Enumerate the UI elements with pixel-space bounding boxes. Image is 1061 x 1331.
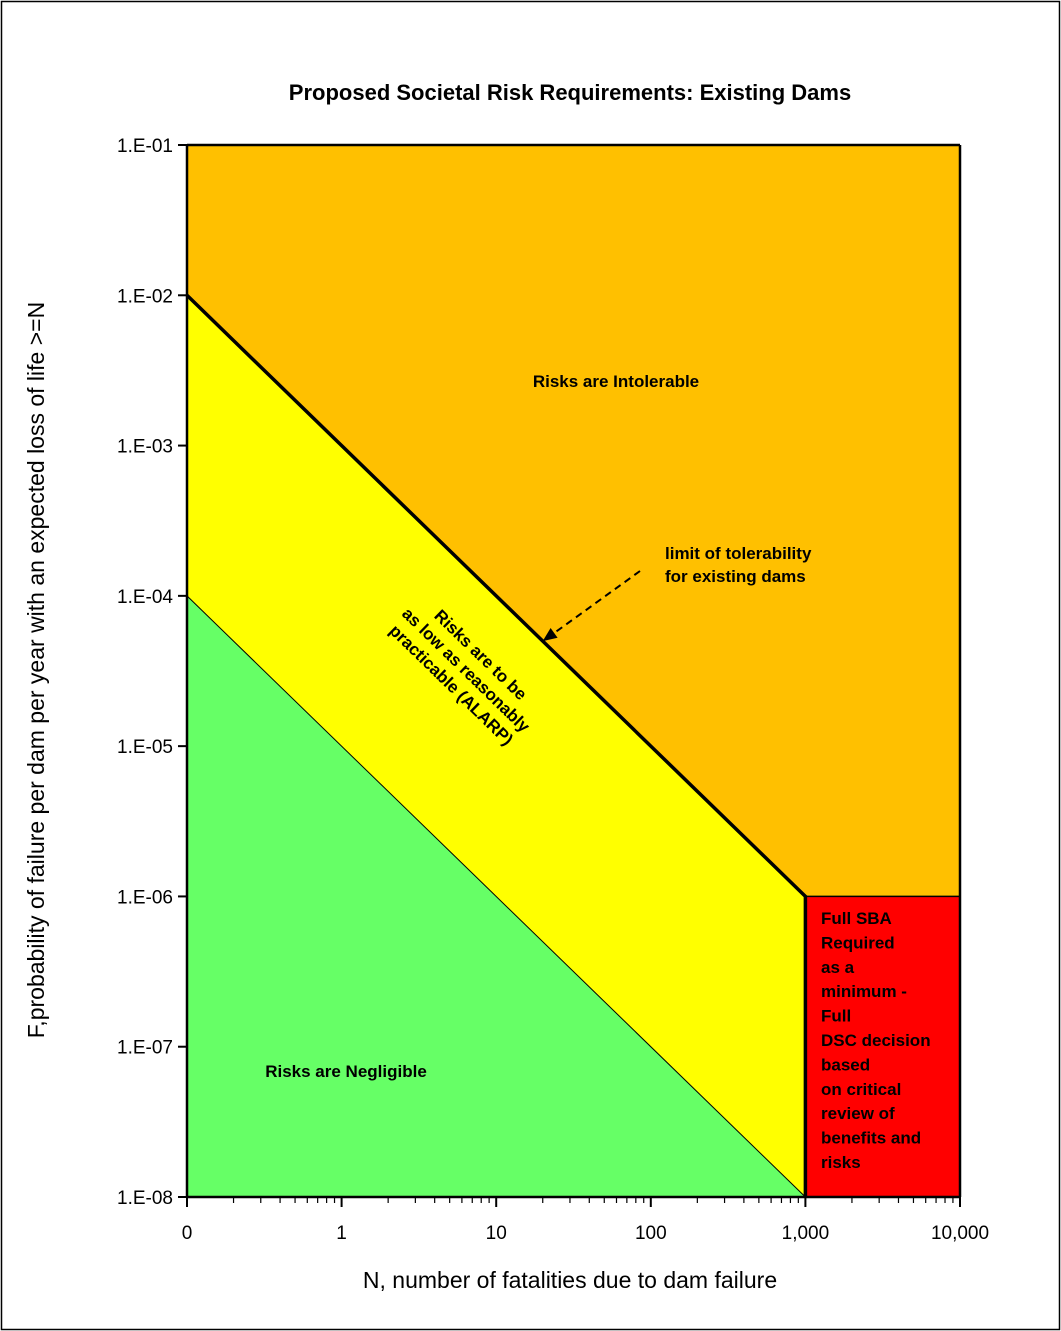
y-tick-label: 1.E-05 [117, 737, 173, 758]
full-sba-label-line: Full SBA [821, 909, 892, 928]
region-label-intolerable: Risks are Intolerable [533, 372, 699, 391]
x-tick-label: 100 [635, 1223, 667, 1244]
x-tick-label: 10 [486, 1223, 507, 1244]
y-tick-label: 1.E-06 [117, 887, 173, 908]
full-sba-label-line: risks [821, 1153, 861, 1172]
x-tick-label: 1 [336, 1223, 347, 1244]
x-tick-label: 0 [182, 1223, 193, 1244]
annotation-arrow-head [542, 628, 558, 642]
full-sba-label-line: DSC decision [821, 1031, 931, 1050]
x-tick-label: 1,000 [782, 1223, 830, 1244]
x-tick-label: 10,000 [931, 1223, 989, 1244]
region-label-negligible: Risks are Negligible [265, 1062, 427, 1081]
y-tick-label: 1.E-07 [117, 1038, 173, 1059]
full-sba-label-line: Required [821, 933, 895, 952]
full-sba-label-line: minimum - [821, 982, 907, 1001]
full-sba-label-line: review of [821, 1104, 895, 1123]
full-sba-label-line: based [821, 1055, 870, 1074]
full-sba-label-line: as a [821, 958, 855, 977]
y-tick-label: 1.E-04 [117, 587, 173, 608]
full-sba-label-line: Full [821, 1007, 851, 1026]
y-tick-label: 1.E-08 [117, 1188, 173, 1209]
y-tick-label: 1.E-01 [117, 136, 173, 157]
y-tick-label: 1.E-02 [117, 286, 173, 307]
region-alarp [187, 295, 806, 1197]
plot-area: Risks are Intolerable Risks are Negligibl… [185, 143, 962, 1198]
y-tick-label: 1.E-03 [117, 437, 173, 458]
full-sba-label-line: benefits and [821, 1129, 921, 1148]
x-axis-label: N, number of fatalities due to dam failu… [363, 1267, 777, 1293]
region-intolerable [187, 145, 960, 897]
negligible-boundary-line [186, 595, 806, 1198]
chart-title: Proposed Societal Risk Requirements: Exi… [289, 80, 851, 105]
y-axis-label: F,probability of failure per dam per yea… [23, 302, 49, 1038]
annotation-label-line: limit of tolerability [665, 544, 812, 563]
axis-ticks: 1.E-01 1.E-02 1.E-03 1.E-04 1.E-05 1.E-06 1.E-… [117, 136, 989, 1244]
region-full-sba [805, 896, 960, 1197]
annotation-arrow-line [552, 570, 641, 635]
full-sba-label-line: on critical [821, 1080, 901, 1099]
annotation-label-line: for existing dams [665, 567, 806, 586]
